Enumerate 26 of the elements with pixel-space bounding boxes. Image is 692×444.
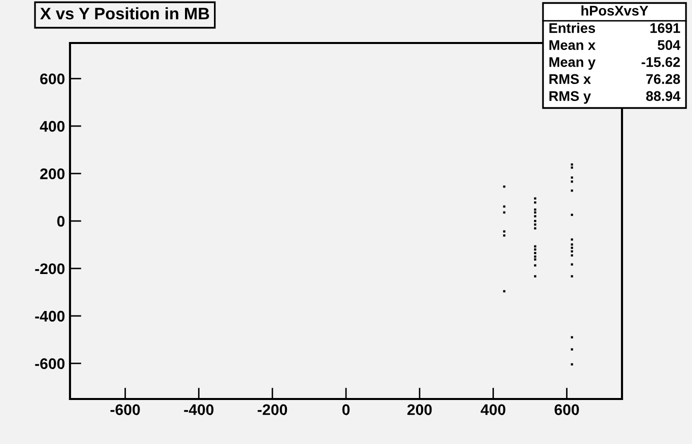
y-tick-label: -600 bbox=[35, 358, 65, 370]
text: 76.28 bbox=[646, 74, 680, 84]
y-tick-label: -200 bbox=[35, 263, 65, 274]
text: hPosXvsY bbox=[582, 5, 648, 16]
text: Entries bbox=[549, 22, 596, 33]
y-tick-label: 0 bbox=[57, 216, 65, 227]
y-tick-label: 400 bbox=[40, 120, 65, 132]
annotation: RMS y bbox=[549, 91, 591, 104]
x-tick-label: 0 bbox=[342, 404, 350, 416]
text: 504 bbox=[658, 40, 680, 50]
y-tick-label: 600 bbox=[40, 73, 65, 84]
y-tick-label: -400 bbox=[35, 310, 65, 322]
x-tick-label: -200 bbox=[258, 404, 288, 416]
x-tick-label: -600 bbox=[110, 404, 140, 416]
x-tick-label: 200 bbox=[407, 404, 432, 416]
annotation: Mean y bbox=[549, 57, 596, 70]
text: -15.62 bbox=[642, 57, 680, 67]
annotation: RMS x bbox=[549, 74, 591, 84]
annotation: Mean x bbox=[549, 40, 596, 50]
y-tick-label: 200 bbox=[40, 168, 65, 180]
x-tick-label: -400 bbox=[184, 404, 214, 416]
x-tick-label: 600 bbox=[554, 404, 579, 416]
x-tick-label: 400 bbox=[480, 404, 506, 416]
chart-title: X vs Y Position in MB bbox=[40, 7, 210, 20]
text: 1691 bbox=[650, 23, 680, 33]
text: 88.94 bbox=[646, 91, 680, 101]
